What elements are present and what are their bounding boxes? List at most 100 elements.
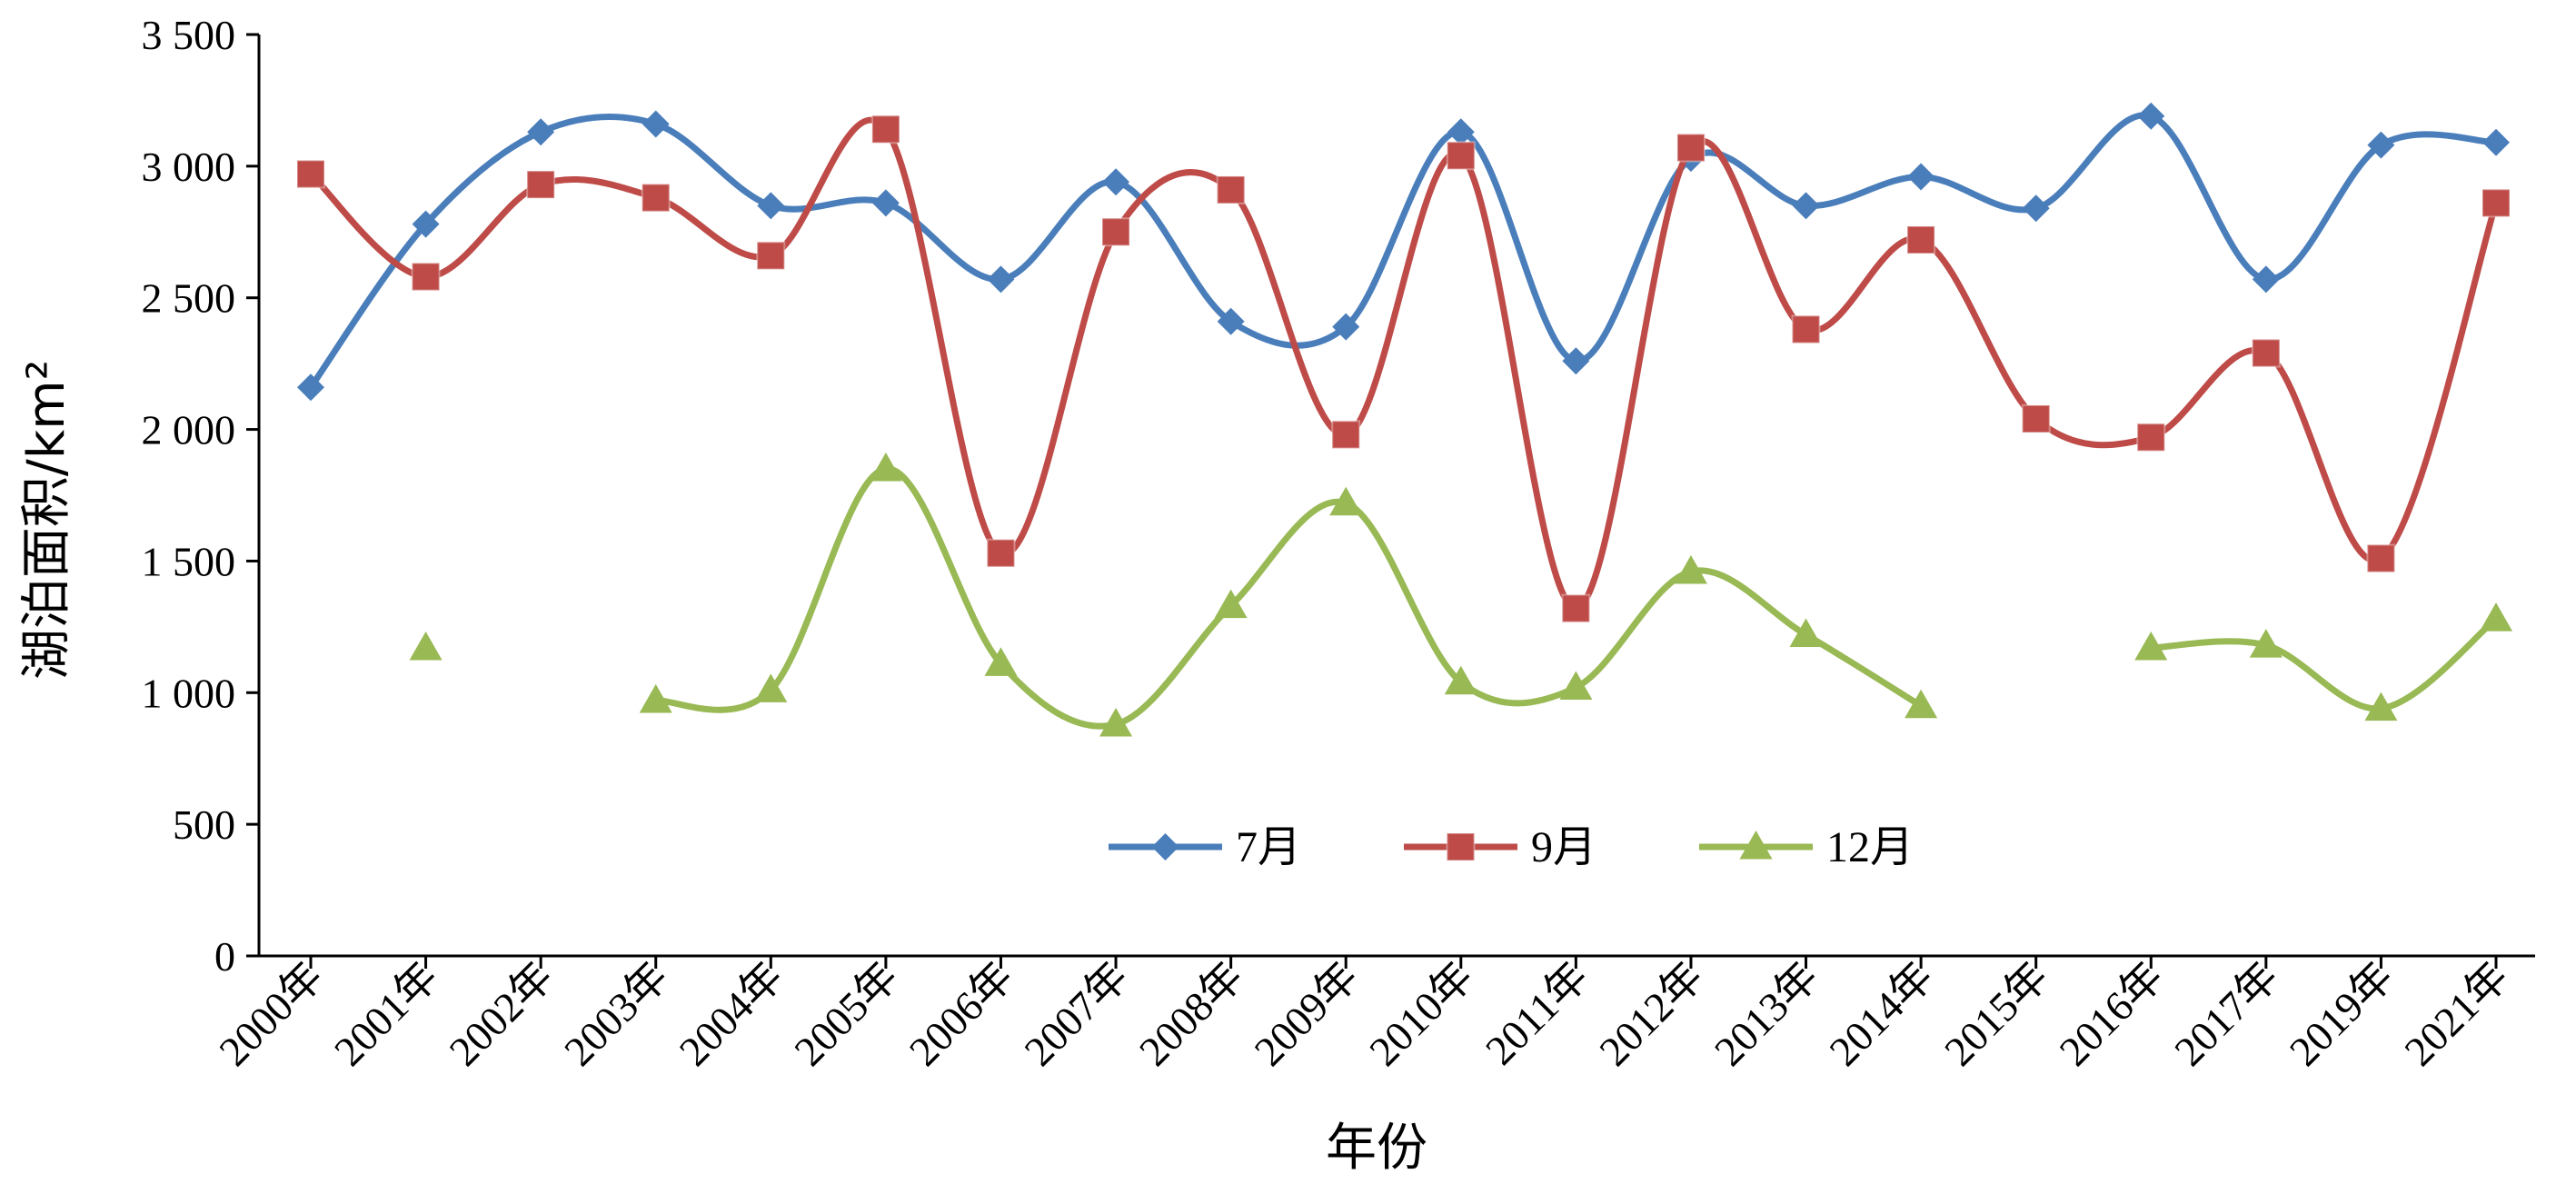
- data-point: [642, 110, 670, 138]
- y-tick-label: 1 500: [142, 538, 236, 584]
- x-tick-label: 2013年: [1706, 953, 1827, 1075]
- data-point: [987, 265, 1015, 294]
- x-tick-label: 2010年: [1360, 953, 1482, 1075]
- y-tick-label: 3 500: [142, 12, 236, 58]
- series-line: [307, 112, 2500, 391]
- data-point: [984, 647, 1018, 676]
- data-point: [1907, 163, 1935, 191]
- data-point: [2252, 265, 2280, 294]
- data-point: [2136, 423, 2166, 453]
- y-tick-label: 1 000: [142, 670, 236, 716]
- x-tick-label: 2017年: [2165, 953, 2287, 1075]
- data-point: [2364, 692, 2398, 721]
- data-point: [2251, 338, 2281, 368]
- data-point: [527, 118, 555, 146]
- data-point: [1906, 224, 1936, 254]
- data-point: [1101, 217, 1131, 247]
- series-layer: [296, 102, 2512, 737]
- x-tick-label: 2004年: [671, 953, 792, 1075]
- y-tick-label: 0: [214, 933, 235, 980]
- data-point: [871, 189, 900, 217]
- series-line: [307, 116, 2500, 612]
- data-point: [756, 241, 786, 271]
- x-tick-label: 2015年: [1935, 953, 2057, 1075]
- x-tick-label: 2005年: [785, 953, 907, 1075]
- data-point: [1905, 689, 1938, 719]
- x-tick-label: 2019年: [2281, 953, 2402, 1075]
- data-point: [2022, 194, 2050, 223]
- y-axis-title: 湖泊面积/km²: [17, 360, 76, 680]
- data-point: [1214, 589, 1248, 619]
- y-tick-label: 2 000: [142, 407, 236, 453]
- data-point: [1102, 168, 1130, 196]
- x-tick-label: 2016年: [2051, 953, 2173, 1075]
- y-axis-ticks: 0 500 1 000 1 500 2 000 2 500 3 000 3 500: [142, 12, 259, 980]
- data-point: [870, 114, 900, 144]
- x-tick-label: 2007年: [1015, 953, 1137, 1075]
- x-tick-label: 2009年: [1246, 953, 1368, 1075]
- legend-label: 12月: [1826, 823, 1914, 871]
- y-tick-label: 500: [173, 801, 235, 848]
- data-point: [2367, 131, 2395, 159]
- data-point: [2366, 543, 2396, 573]
- axes: [257, 35, 2535, 958]
- data-point: [2137, 102, 2165, 130]
- x-axis-ticks: 2000年2001年2002年2003年2004年2005年2006年2007年…: [210, 953, 2517, 1075]
- series-2: [296, 114, 2511, 623]
- legend-item-1: 7月: [1109, 823, 1301, 871]
- legend-swatch-marker: [1446, 832, 1476, 861]
- data-point: [1789, 618, 1823, 648]
- y-tick-label: 3 000: [142, 144, 236, 190]
- data-point: [526, 170, 556, 200]
- x-tick-label: 2021年: [2395, 953, 2517, 1075]
- data-point: [2482, 188, 2511, 218]
- data-point: [641, 183, 671, 213]
- data-point: [2249, 629, 2283, 658]
- data-point: [1332, 313, 1360, 341]
- x-tick-label: 2001年: [325, 953, 447, 1075]
- data-point: [1676, 133, 1706, 163]
- series-line: [652, 465, 1925, 730]
- data-point: [296, 159, 325, 189]
- legend-item-2: 9月: [1404, 823, 1596, 871]
- data-point: [1561, 593, 1591, 623]
- x-tick-label: 2002年: [441, 953, 562, 1075]
- data-point: [754, 673, 788, 702]
- data-point: [2021, 403, 2051, 433]
- data-point: [1444, 665, 1477, 695]
- data-point: [757, 192, 785, 220]
- data-point: [2482, 128, 2510, 156]
- data-point: [1562, 347, 1590, 375]
- data-point: [1447, 118, 1475, 146]
- data-point: [1099, 708, 1133, 737]
- y-tick-label: 2 500: [142, 275, 236, 322]
- data-point: [1216, 174, 1246, 204]
- x-tick-label: 2014年: [1821, 953, 1943, 1075]
- legend-item-3: 12月: [1699, 823, 1914, 871]
- legend-label: 7月: [1236, 823, 1301, 871]
- data-point: [1331, 420, 1361, 450]
- legend-swatch-marker: [1151, 833, 1179, 861]
- legend: 7月 9月 12月: [1109, 823, 1914, 871]
- data-point: [1559, 671, 1593, 700]
- data-point: [297, 373, 324, 402]
- data-point: [869, 453, 902, 482]
- x-tick-label: 2003年: [555, 953, 677, 1075]
- x-tick-label: 2006年: [900, 953, 1022, 1075]
- data-point: [409, 632, 443, 661]
- data-point: [2480, 602, 2512, 632]
- legend-swatch-marker: [1739, 831, 1773, 860]
- data-point: [1329, 486, 1363, 516]
- x-tick-label: 2008年: [1130, 953, 1252, 1075]
- data-point: [1791, 314, 1821, 344]
- data-point: [1446, 141, 1476, 171]
- series-3: [409, 453, 2512, 737]
- x-tick-label: 2011年: [1477, 953, 1596, 1073]
- x-tick-label: 2012年: [1590, 953, 1712, 1075]
- series-1: [297, 102, 2510, 402]
- data-point: [2134, 632, 2168, 661]
- data-point: [1792, 192, 1820, 220]
- legend-label: 9月: [1531, 823, 1596, 871]
- x-axis-title: 年份: [1326, 1119, 1427, 1178]
- data-point: [986, 538, 1016, 568]
